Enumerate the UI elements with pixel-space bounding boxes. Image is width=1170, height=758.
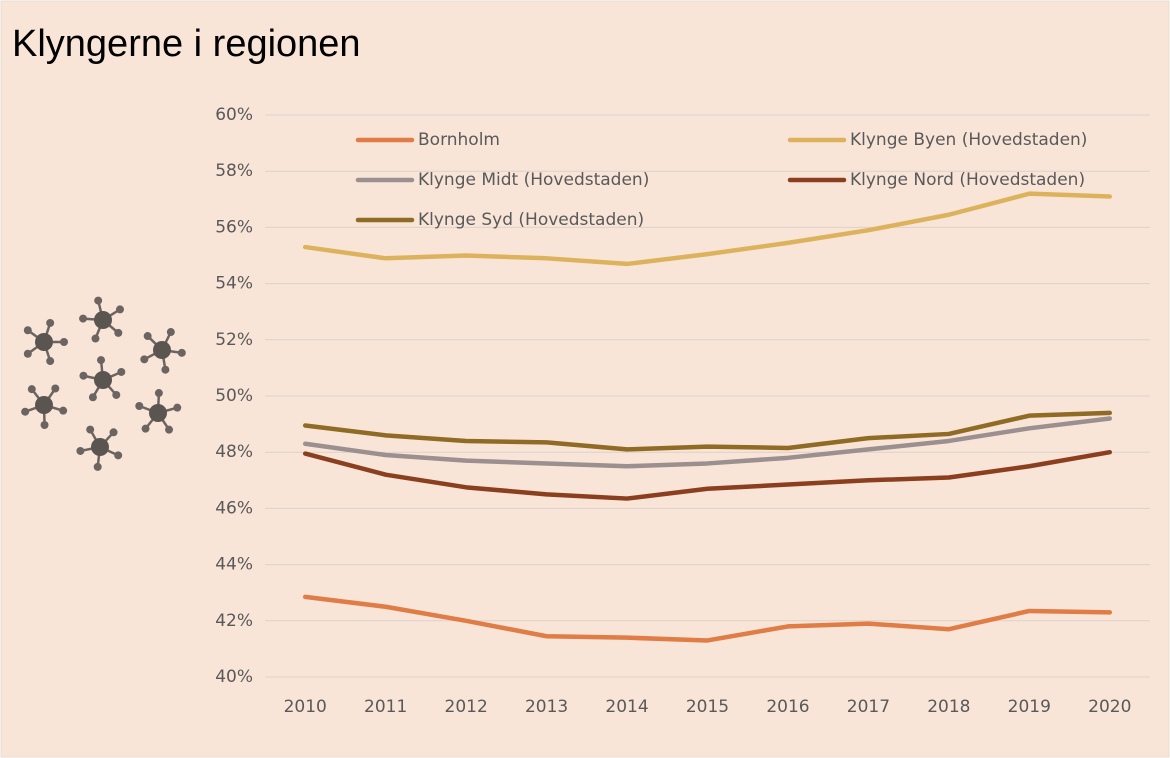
x-tick-label: 2011 [364,697,407,717]
icon-node [153,341,171,359]
icon-satellite [140,355,149,364]
series-line [302,449,1113,501]
icon-satellite [114,451,123,460]
legend-label: Klynge Syd (Hovedstaden) [418,210,644,230]
icon-satellite [173,403,182,412]
icon-node [94,311,112,329]
x-tick-label: 2013 [525,697,568,717]
icon-satellite [46,318,55,327]
icon-satellite [79,314,88,323]
cluster-icon [21,296,186,471]
icon-satellite [91,334,100,343]
icon-satellite [21,407,30,416]
icon-satellite [141,424,150,433]
icon-satellite [143,332,152,341]
y-tick-label: 58% [215,161,253,181]
icon-node [35,396,53,414]
y-tick-label: 56% [215,217,253,237]
icon-satellite [114,328,123,337]
x-tick-label: 2014 [605,697,648,717]
icon-satellite [23,326,32,335]
icon-satellite [165,425,174,434]
chart-title: Klyngerne i regionen [12,23,361,65]
icon-satellite [161,365,170,374]
icon-satellite [46,357,55,366]
icon-satellite [97,356,106,365]
series-line [302,410,1113,452]
x-tick-label: 2019 [1008,697,1051,717]
icon-satellite [88,393,97,402]
x-tick-label: 2015 [686,697,729,717]
icon-satellite [93,462,102,471]
y-tick-label: 42% [215,611,253,631]
icon-satellite [166,328,175,337]
icon-satellite [115,305,124,314]
icon-satellite [177,348,186,357]
icon-satellite [51,384,60,393]
y-tick-label: 54% [215,274,253,294]
x-tick-label: 2020 [1088,697,1131,717]
legend-label: Klynge Byen (Hovedstaden) [850,130,1087,150]
legend-label: Klynge Midt (Hovedstaden) [418,170,649,190]
x-tick-label: 2016 [766,697,809,717]
series-line [302,594,1113,643]
y-tick-label: 60% [215,105,253,125]
legend-label: Klynge Nord (Hovedstaden) [850,170,1085,190]
icon-satellite [60,338,68,346]
icon-satellite [135,401,144,410]
icon-satellite [109,428,118,437]
icon-node [94,371,112,389]
y-tick-label: 52% [215,330,253,350]
icon-satellite [117,367,126,376]
icon-satellite [79,371,88,380]
x-tick-label: 2012 [445,697,488,717]
icon-satellite [27,385,36,394]
y-tick-label: 40% [215,667,253,687]
y-tick-label: 44% [215,555,253,575]
series-line [302,416,1113,469]
series-line [302,191,1113,267]
y-tick-label: 46% [215,498,253,518]
icon-satellite [112,390,121,399]
x-tick-label: 2018 [927,697,970,717]
icon-node [91,438,109,456]
y-tick-label: 48% [215,442,253,462]
icon-satellite [94,296,103,305]
icon-satellite [154,389,163,398]
y-tick-label: 50% [215,386,253,406]
icon-satellite [40,420,49,429]
legend-label: Bornholm [418,130,500,150]
icon-node [149,404,167,422]
icon-satellite [76,446,85,455]
icon-satellite [59,406,68,415]
x-tick-label: 2017 [847,697,890,717]
icon-satellite [23,349,32,358]
icon-satellite [86,425,95,434]
x-tick-label: 2010 [284,697,327,717]
icon-node [35,333,53,351]
